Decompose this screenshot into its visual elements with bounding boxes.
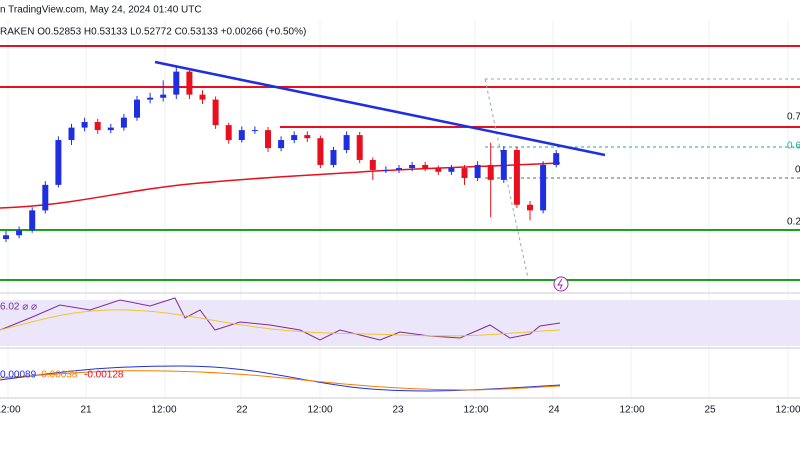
- x-tick-label: 21: [80, 405, 92, 416]
- macd-label: 0.00089: [0, 370, 37, 381]
- candle-body: [382, 169, 389, 171]
- candle-body: [422, 164, 429, 169]
- candle-body: [173, 71, 180, 95]
- x-tick-label: 22: [236, 405, 248, 416]
- candle-body: [147, 97, 154, 100]
- rsi-line: [0, 297, 561, 341]
- x-tick-label: 12:00: [151, 405, 176, 416]
- candle-body: [304, 135, 311, 139]
- macd-line: [0, 365, 561, 392]
- candle-body: [356, 135, 363, 160]
- candle-body: [409, 164, 416, 169]
- candle-body: [225, 125, 232, 141]
- event-icon[interactable]: [553, 276, 569, 292]
- levels: [0, 45, 800, 281]
- candle-body: [68, 127, 75, 141]
- fib-labels: 0.7 0.6 0 0.2: [787, 112, 800, 228]
- candle-body: [134, 99, 140, 118]
- candle-body: [461, 168, 468, 179]
- x-tick-label: 24: [548, 405, 560, 416]
- x-tick-label: 25: [704, 405, 716, 416]
- x-tick-label: 12:00: [775, 405, 800, 416]
- header-quote: RAKEN O0.52853 H0.53133 L0.52772 C0.5313…: [0, 27, 306, 38]
- fib-label: 0.2: [787, 217, 800, 228]
- candle-body: [3, 235, 9, 239]
- trend-line: [154, 60, 606, 157]
- candle-body: [343, 135, 350, 151]
- x-tick-label: 12:00: [619, 405, 644, 416]
- x-tick-label: 23: [392, 405, 404, 416]
- rsi-ma: [0, 309, 561, 337]
- candle-body: [500, 150, 507, 180]
- candle-body: [107, 127, 114, 131]
- candle-body: [42, 184, 49, 211]
- candle-body: [553, 153, 560, 165]
- macd-label: -0.00128: [84, 370, 124, 381]
- candle-body: [251, 130, 258, 132]
- candle-body: [474, 164, 481, 179]
- moving-average: [0, 162, 561, 209]
- macd-label: -0.00038: [38, 370, 78, 381]
- event-icon-bolt: [557, 278, 563, 290]
- x-tick-label: 12:00: [463, 405, 488, 416]
- candle-body: [29, 210, 36, 231]
- candle-body: [527, 204, 533, 211]
- rsi-label: 6.02 ⌀ ⌀: [0, 302, 37, 313]
- x-tick-label: 12:00: [0, 405, 21, 416]
- signal-line: [0, 370, 561, 391]
- candle-body: [238, 130, 245, 141]
- candle-body: [278, 140, 285, 149]
- candle-body: [540, 164, 547, 211]
- candle-body: [435, 168, 442, 172]
- candle-body: [160, 94, 167, 98]
- candle-body: [317, 138, 324, 165]
- candle-body: [81, 122, 88, 128]
- x-tick-label: 12:00: [307, 405, 332, 416]
- fib-label: 0.7: [787, 112, 800, 123]
- candle-body: [396, 168, 402, 170]
- candle-body: [186, 71, 193, 95]
- candle-body: [212, 99, 219, 126]
- candle-body: [369, 159, 376, 170]
- candle-body: [265, 130, 271, 149]
- fib-label: 0.6: [787, 141, 800, 152]
- fib-label: 0: [795, 165, 800, 176]
- candle-body: [16, 230, 23, 236]
- candle-body: [120, 117, 127, 128]
- candle-body: [291, 135, 298, 141]
- rsi-band: [0, 300, 800, 346]
- candle-body: [199, 94, 206, 100]
- candle-body: [94, 122, 101, 131]
- candle-body: [330, 150, 337, 165]
- candle-body: [513, 150, 520, 205]
- header-source: n TradingView.com, May 24, 2024 01:40 UT…: [0, 5, 202, 16]
- candle-body: [487, 164, 494, 180]
- candle-body: [55, 140, 62, 185]
- candle-body: [448, 168, 455, 172]
